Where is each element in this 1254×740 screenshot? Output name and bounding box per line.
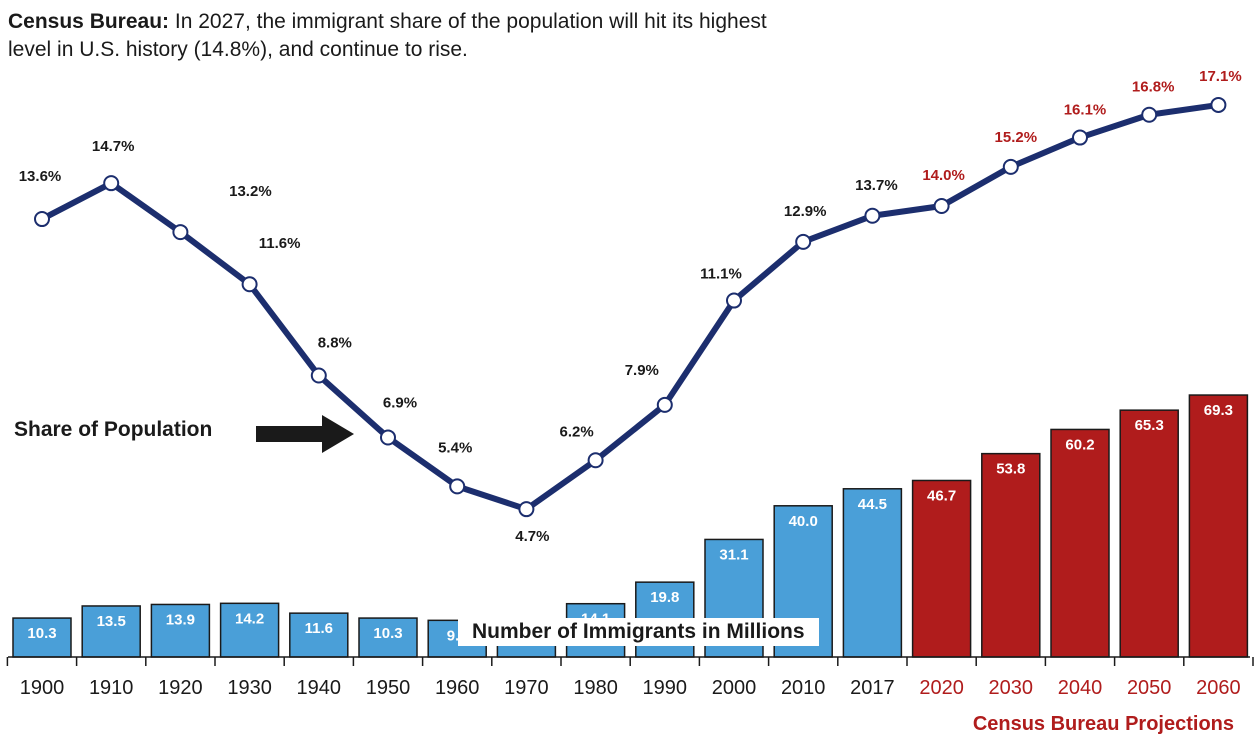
bar-1900 xyxy=(12,617,72,658)
bar-value-label: 13.9 xyxy=(166,611,195,628)
share-line xyxy=(39,101,1222,513)
share-point-2010 xyxy=(795,233,812,250)
share-value-label: 16.1% xyxy=(1064,102,1107,119)
bar-value-label: 31.1 xyxy=(719,546,748,563)
share-line-group: 13.6% 14.7% 13.2% 11.6% 8.8% 6.9% 5.4% 4.7% 6.2%… xyxy=(19,68,1242,545)
bar-1940 xyxy=(289,612,349,658)
share-point-2000 xyxy=(726,292,742,309)
share-value-label: 12.9% xyxy=(784,203,827,220)
bar-1950 xyxy=(358,617,418,658)
share-of-population-label: Share of Population xyxy=(14,418,213,441)
bar-value-label: 53.8 xyxy=(996,461,1025,478)
x-tick-label-1940: 1940 xyxy=(297,677,342,699)
share-value-label: 15.2% xyxy=(995,129,1038,146)
x-tick-label-2020: 2020 xyxy=(919,677,964,699)
headline-lead: Census Bureau: xyxy=(8,10,170,33)
share-value-label: 11.1% xyxy=(700,266,742,283)
headline-text: In 2027, the immigrant share of the popu… xyxy=(8,10,767,61)
x-tick-label-2017: 2017 xyxy=(850,677,895,699)
bar-1920 xyxy=(150,603,211,658)
x-tick-label-1990: 1990 xyxy=(643,677,688,699)
bar-2060 xyxy=(1188,394,1249,658)
x-tick-label-1930: 1930 xyxy=(227,677,272,699)
share-value-label: 14.0% xyxy=(922,167,965,184)
x-tick-label-1910: 1910 xyxy=(89,677,134,699)
share-point-1980 xyxy=(587,452,604,469)
share-point-1970 xyxy=(518,501,535,518)
bar-value-label: 44.5 xyxy=(858,496,887,513)
share-point-1990 xyxy=(656,396,673,413)
share-point-2030 xyxy=(1002,158,1019,175)
x-axis: 1900 1910 1920 1930 1940 1950 1960 1970 1980 1990… xyxy=(6,656,1254,699)
bar-value-label: 14.2 xyxy=(235,610,264,627)
share-point-1900 xyxy=(34,211,50,228)
headline: Census Bureau: In 2027, the immigrant sh… xyxy=(8,8,808,64)
share-point-1950 xyxy=(380,429,396,446)
bar-value-label: 69.3 xyxy=(1204,402,1233,419)
share-point-2050 xyxy=(1141,106,1158,123)
share-value-label: 13.6% xyxy=(19,168,62,185)
x-tick-label-1980: 1980 xyxy=(573,677,618,699)
x-tick-label-1950: 1950 xyxy=(366,677,411,699)
bar-1930 xyxy=(219,602,280,658)
bar-value-label: 60.2 xyxy=(1065,436,1094,453)
share-value-label: 6.2% xyxy=(559,423,593,440)
bar-value-label: 13.5 xyxy=(97,613,126,630)
x-tick-label-2050: 2050 xyxy=(1127,677,1172,699)
bar-value-label: 11.6 xyxy=(305,620,333,637)
share-value-label: 8.8% xyxy=(318,335,352,352)
bar-series-title: Number of Immigrants in Millions xyxy=(458,618,819,646)
x-tick-label-2040: 2040 xyxy=(1058,677,1103,699)
share-value-label: 6.9% xyxy=(383,394,417,411)
share-value-label: 13.7% xyxy=(855,177,898,194)
share-value-label: 13.2% xyxy=(229,183,272,200)
share-point-2060 xyxy=(1210,96,1227,113)
share-value-label: 4.7% xyxy=(515,528,549,545)
x-tick-label-1970: 1970 xyxy=(504,677,549,699)
share-value-label: 7.9% xyxy=(625,362,659,379)
x-tick-label-2030: 2030 xyxy=(989,677,1034,699)
x-tick-label-2010: 2010 xyxy=(781,677,826,699)
share-value-label: 16.8% xyxy=(1132,79,1175,96)
bar-value-label: 10.3 xyxy=(27,625,56,642)
x-tick-label-1960: 1960 xyxy=(435,677,480,699)
bar-value-label: 19.8 xyxy=(650,589,679,606)
bar-value-label: 10.3 xyxy=(373,625,402,642)
bar-value-label: 65.3 xyxy=(1135,417,1164,434)
projections-label: Census Bureau Projections xyxy=(972,713,1234,735)
share-point-2017 xyxy=(864,207,881,224)
share-value-label: 11.6% xyxy=(259,235,301,252)
bar-2030 xyxy=(981,452,1041,658)
x-tick-label-2060: 2060 xyxy=(1196,677,1241,699)
right-arrow-icon xyxy=(256,415,354,453)
bar-value-label: 40.0 xyxy=(789,513,818,530)
share-point-1910 xyxy=(103,175,120,192)
bar-2017 xyxy=(842,488,903,658)
x-tick-label-1920: 1920 xyxy=(158,677,203,699)
bar-value-label: 46.7 xyxy=(927,487,956,504)
x-tick-label-2000: 2000 xyxy=(712,677,757,699)
share-value-label: 5.4% xyxy=(438,439,472,456)
share-point-2020 xyxy=(933,198,950,214)
share-point-1940 xyxy=(310,367,327,384)
bar-2020 xyxy=(911,479,972,658)
bar-2040 xyxy=(1050,428,1110,658)
bar-2050 xyxy=(1119,409,1179,658)
x-tick-label-1900: 1900 xyxy=(20,677,65,699)
share-point-1960 xyxy=(449,478,466,495)
share-point-1930 xyxy=(241,276,258,293)
share-point-2040 xyxy=(1072,129,1088,146)
share-value-label: 14.7% xyxy=(92,138,135,155)
share-value-label: 17.1% xyxy=(1199,68,1242,85)
share-point-1920 xyxy=(172,224,189,241)
bar-group: 10.313.513.914.211.610.39.79.614.119.831… xyxy=(12,394,1249,658)
